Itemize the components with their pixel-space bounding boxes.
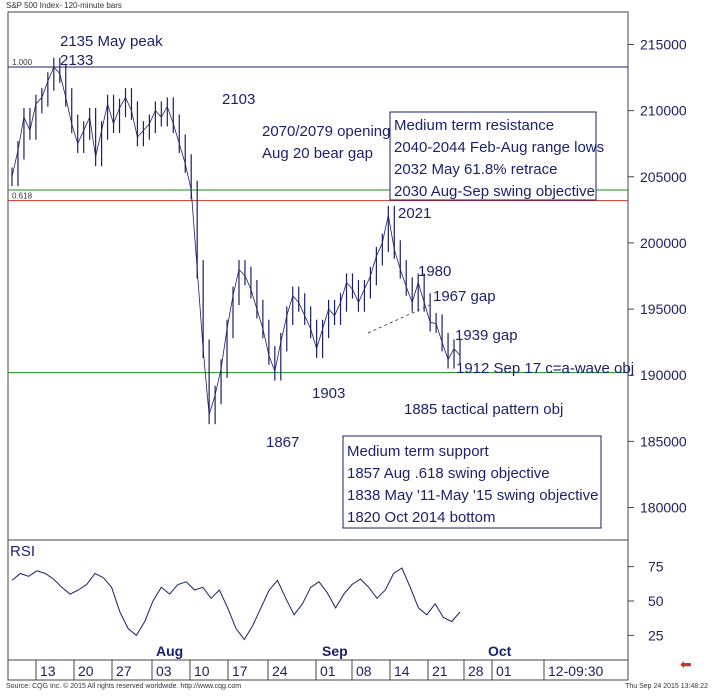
x-axis-frame	[7, 659, 629, 681]
y-tick-label: 185000	[640, 433, 687, 449]
month-label: Oct	[488, 643, 512, 659]
level-lines: 1.000 0.618	[8, 58, 628, 374]
month-label: Aug	[156, 643, 183, 659]
price-line	[11, 66, 461, 416]
x-tick-label: 27	[116, 663, 132, 679]
rsi-tick-label: 50	[648, 593, 664, 609]
x-tick-label: 13	[40, 663, 56, 679]
level-label: 1.000	[12, 58, 33, 67]
x-tick-label: 28	[468, 663, 484, 679]
x-tick-label: 10	[194, 663, 210, 679]
x-tick-label: 14	[394, 663, 410, 679]
support-box	[342, 435, 602, 529]
x-axis-ticks: 13 20 27 03 10 17 24 01 08 14 21 28 01 12-09:30 Aug Sep…	[35, 643, 603, 680]
annotation-1967-gap: 1967 gap	[433, 288, 496, 305]
annotation-1939-gap: 1939 gap	[455, 327, 518, 344]
annotation-bear-gap: Aug 20 bear gap	[262, 145, 373, 162]
resistance-line-0: Medium term resistance	[394, 117, 554, 134]
resistance-line-1: 2040-2044 Feb-Aug range lows	[394, 139, 604, 156]
resistance-line-3: 2030 Aug-Sep swing objective	[394, 183, 595, 200]
rsi-tick-label: 25	[648, 627, 664, 643]
x-tick-label: 01	[496, 663, 512, 679]
x-tick-label: 12-09:30	[548, 663, 603, 679]
resistance-line-2: 2032 May 61.8% retrace	[394, 161, 557, 178]
price-series	[11, 57, 461, 425]
annotation-1980: 1980	[418, 263, 451, 280]
annotation-1867: 1867	[266, 434, 299, 451]
y-tick-label: 195000	[640, 301, 687, 317]
support-line-3: 1820 Oct 2014 bottom	[347, 509, 495, 526]
y-tick-label: 190000	[640, 367, 687, 383]
x-tick-label: 21	[432, 663, 448, 679]
annotation-2133: 2133	[60, 52, 93, 69]
y-axis-ticks: 215000 210000 205000 200000 195000 190000 1850…	[628, 36, 687, 516]
annotation-1885: 1885 tactical pattern obj	[404, 401, 563, 418]
rsi-label: RSI	[10, 543, 35, 560]
annotation-2103: 2103	[222, 91, 255, 108]
x-tick-label: 01	[320, 663, 336, 679]
dashed-trendline	[367, 304, 431, 334]
support-line-0: Medium term support	[347, 443, 490, 460]
annotation-1903: 1903	[312, 385, 345, 402]
x-tick-label: 08	[356, 663, 372, 679]
support-line-2: 1838 May '11-May '15 swing objective	[347, 487, 598, 504]
annotation-1912: 1912 Sep 17 c=a-wave obj	[456, 360, 634, 377]
y-tick-label: 180000	[640, 500, 687, 516]
month-label: Sep	[322, 643, 348, 659]
x-tick-label: 20	[78, 663, 94, 679]
y-tick-label: 200000	[640, 235, 687, 251]
chart-header: S&P 500 Index- 120-minute bars	[6, 1, 122, 10]
level-label: 0.618	[12, 192, 33, 201]
footer-timestamp: Thu Sep 24 2015 13:48:22	[625, 683, 708, 690]
x-tick-label: 03	[156, 663, 172, 679]
rsi-series: 75 50 25	[11, 559, 664, 643]
y-tick-label: 205000	[640, 169, 687, 185]
annotation-2021: 2021	[398, 205, 431, 222]
rsi-tick-label: 75	[648, 559, 664, 575]
x-tick-label: 24	[272, 663, 288, 679]
annotation-may-peak: 2135 May peak	[60, 33, 163, 50]
rsi-panel-frame	[7, 539, 629, 661]
footer-source: Source: CQG Inc. © 2015 All rights reser…	[6, 683, 242, 690]
support-line-1: 1857 Aug .618 swing objective	[347, 465, 550, 482]
annotation-opening: 2070/2079 opening	[262, 123, 390, 140]
y-tick-label: 215000	[640, 36, 687, 52]
y-tick-label: 210000	[640, 103, 687, 119]
scroll-left-arrow-icon[interactable]: ⬅	[680, 656, 692, 672]
rsi-line	[11, 567, 461, 641]
x-tick-label: 17	[232, 663, 248, 679]
resistance-box	[389, 111, 597, 201]
